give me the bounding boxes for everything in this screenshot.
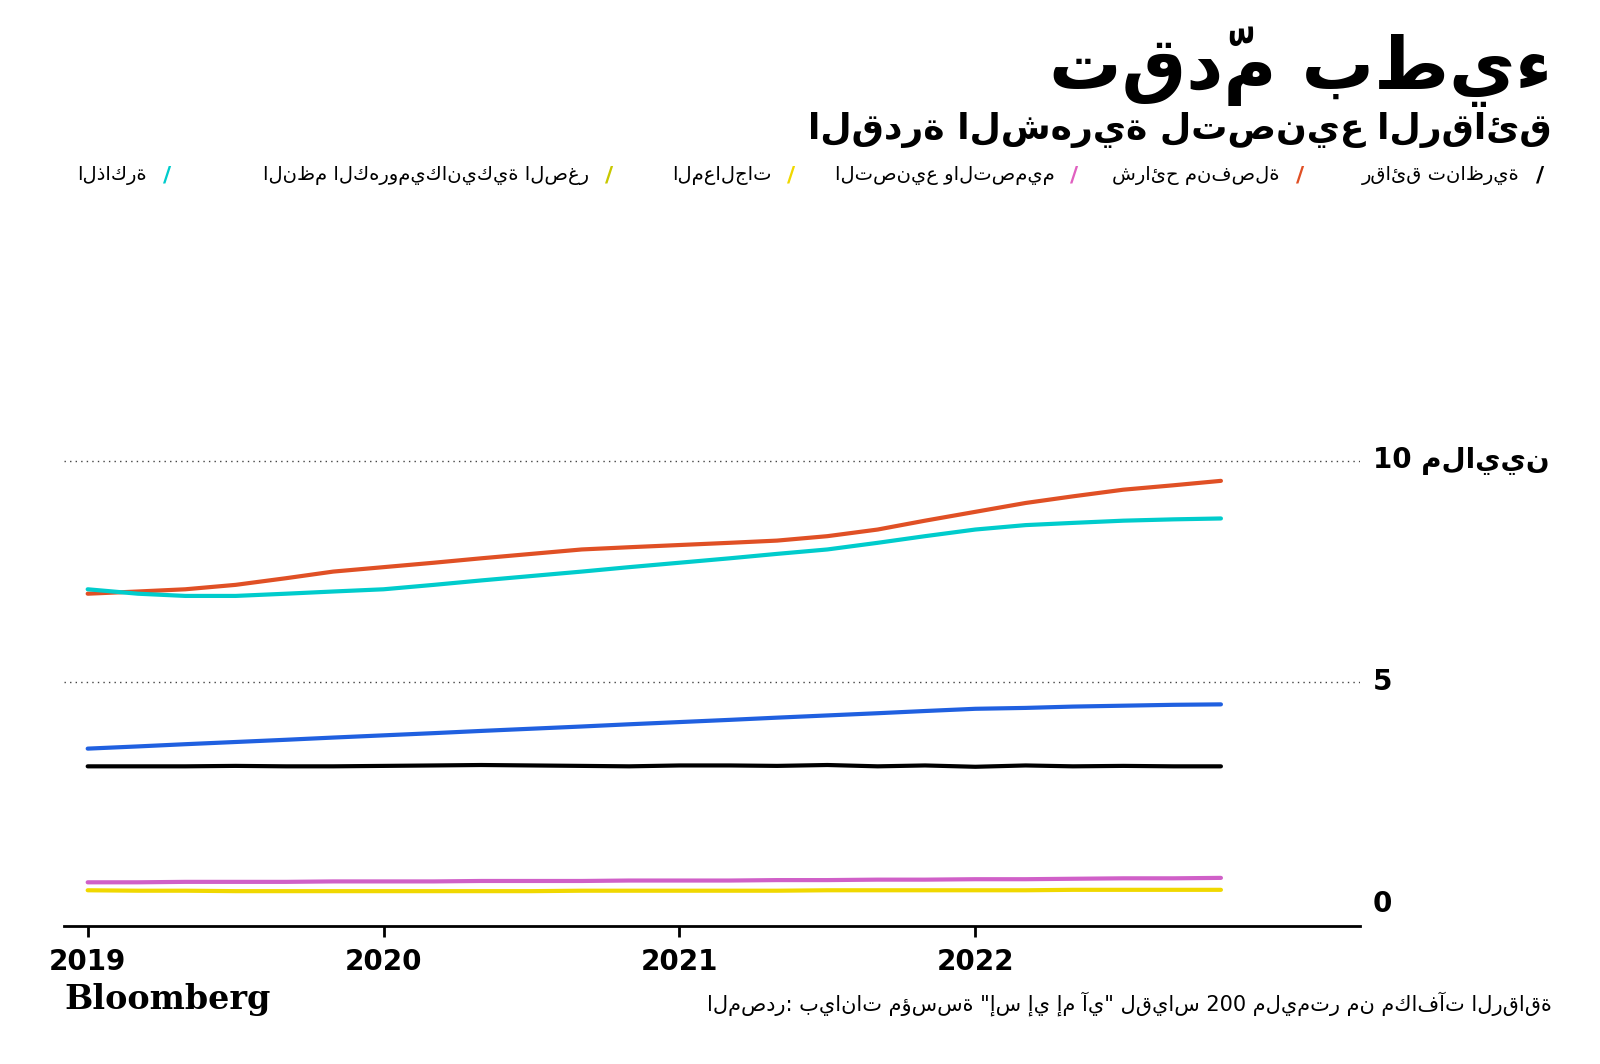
Text: 5: 5 <box>1373 668 1392 696</box>
Text: شرائح منفصلة: شرائح منفصلة <box>1112 166 1280 185</box>
Text: المعالجات: المعالجات <box>672 166 771 185</box>
Text: رقائق تناظرية: رقائق تناظرية <box>1362 166 1520 185</box>
Text: الذاكرة: الذاكرة <box>77 166 147 185</box>
Text: /: / <box>1070 166 1078 185</box>
Text: تقدّم بطيء: تقدّم بطيء <box>1050 27 1552 107</box>
Text: النظم الكهروميكانيكية الصغر: النظم الكهروميكانيكية الصغر <box>262 166 589 185</box>
Text: التصنيع والتصميم: التصنيع والتصميم <box>835 166 1054 185</box>
Text: Bloomberg: Bloomberg <box>64 983 270 1016</box>
Text: /: / <box>605 166 613 185</box>
Text: القدرة الشهرية لتصنيع الرقائق: القدرة الشهرية لتصنيع الرقائق <box>808 112 1552 148</box>
Text: /: / <box>1296 166 1304 185</box>
Text: المصدر: بيانات مؤسسة "إس إي إم آي" لقياس 200 مليمتر من مكافآت الرقاقة: المصدر: بيانات مؤسسة "إس إي إم آي" لقياس… <box>707 992 1552 1016</box>
Text: 0: 0 <box>1373 890 1392 917</box>
Text: /: / <box>787 166 795 185</box>
Text: /: / <box>1536 166 1544 185</box>
Text: 10 ملايين: 10 ملايين <box>1373 447 1549 475</box>
Text: /: / <box>163 166 171 185</box>
